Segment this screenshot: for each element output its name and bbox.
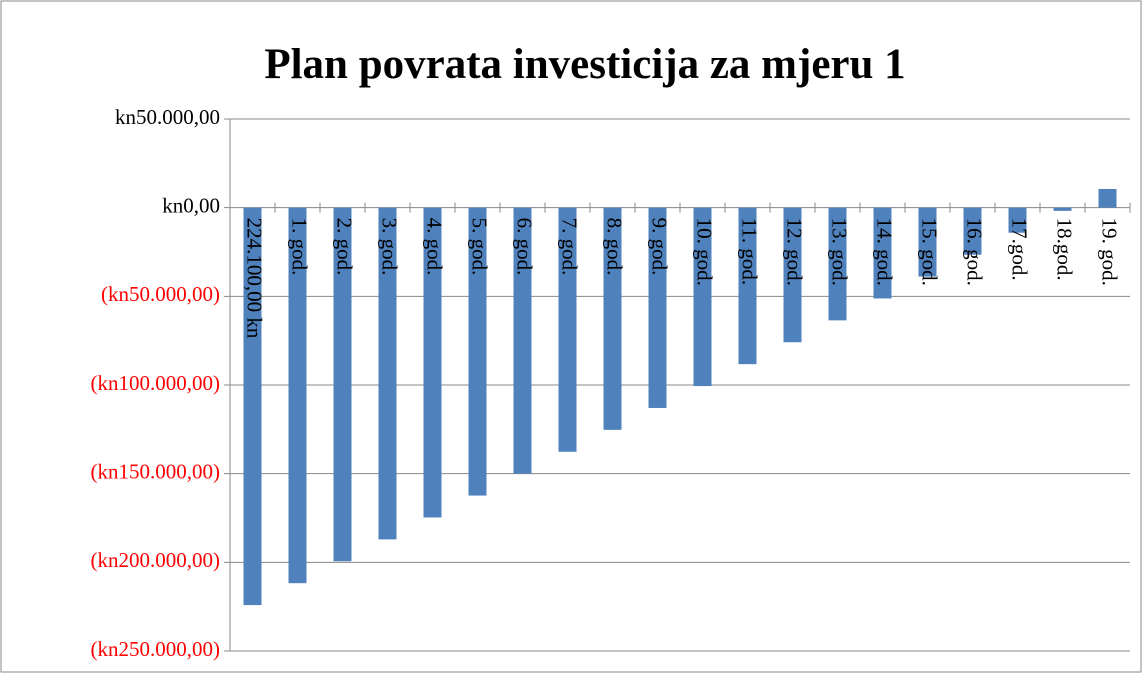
y-tick-label: (kn250.000,00) [91, 637, 221, 661]
bar [1008, 207, 1027, 233]
bar [558, 207, 577, 452]
y-tick-label: (kn100.000,00) [91, 371, 221, 395]
bar [1053, 207, 1072, 211]
x-tick-label: 12. god. [783, 218, 807, 286]
x-tick-label: 6. god. [513, 218, 537, 276]
x-tick-label: 8. god. [603, 218, 627, 276]
y-tick-label: (kn150.000,00) [91, 459, 221, 483]
y-tick-label: (kn50.000,00) [101, 282, 220, 306]
bar [468, 207, 487, 496]
y-tick-label: kn50.000,00 [115, 105, 220, 129]
bar [828, 207, 847, 321]
x-tick-label: 5. god. [468, 218, 492, 276]
bar [603, 207, 622, 430]
x-tick-label: 10. god. [693, 218, 717, 286]
bar [423, 207, 442, 518]
bar [783, 207, 802, 343]
x-tick-label: 224.100,00 kn [243, 218, 267, 339]
x-tick-label: 3. god. [378, 218, 402, 276]
chart-title: Plan povrata investicija za mjeru 1 [264, 41, 905, 88]
bar [918, 207, 937, 277]
bar [333, 207, 352, 562]
x-tick-label: 1. god. [288, 218, 312, 276]
x-tick-label: 14. god. [873, 218, 897, 286]
bar [963, 207, 982, 255]
bar [378, 207, 397, 540]
y-tick-label: kn0,00 [162, 193, 220, 217]
bar [738, 207, 757, 365]
x-tick-label: 18.god. [1053, 218, 1077, 281]
bar [288, 207, 307, 584]
bar [1098, 188, 1117, 208]
x-tick-label: 2. god. [333, 218, 357, 276]
bar [513, 207, 532, 474]
bar [693, 207, 712, 387]
x-tick-label: 15. god. [918, 218, 942, 286]
x-tick-label: 13. god. [828, 218, 852, 286]
x-tick-label: 9. god. [648, 218, 672, 276]
y-tick-label: (kn200.000,00) [91, 548, 221, 572]
x-tick-label: 7. god. [558, 218, 582, 276]
bar [873, 207, 892, 299]
bar [648, 207, 667, 408]
x-tick-label: 17.god. [1008, 218, 1032, 281]
x-tick-label: 4. god. [423, 218, 447, 276]
x-tick-label: 19. god. [1098, 218, 1122, 286]
x-tick-label: 11. god. [738, 218, 762, 285]
x-tick-label: 16. god. [963, 218, 987, 286]
bar [243, 207, 262, 606]
